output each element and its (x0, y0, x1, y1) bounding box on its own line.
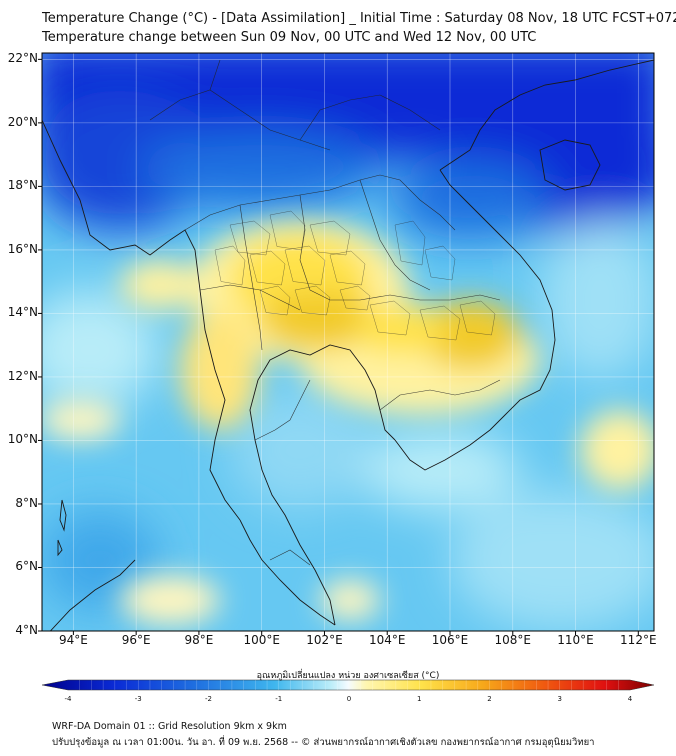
lon-label: 108°E (494, 633, 532, 647)
lat-label: 12°N (7, 368, 38, 383)
lon-label: 110°E (557, 633, 594, 647)
province-outline (394, 220, 426, 266)
colorbar-tick-label: -3 (134, 695, 142, 703)
province-outline (329, 250, 366, 286)
colorbar-title: อุณหภูมิเปลี่ยนแปลง หน่วย องศาเซลเซียส (… (256, 671, 440, 681)
province-outline (229, 220, 271, 256)
colorbar-tick-label: 2 (487, 695, 492, 703)
map-frame-border (41, 52, 655, 632)
lat-label: 14°N (7, 305, 38, 320)
chart-title: Temperature Change (°C) - [Data Assimila… (42, 11, 676, 26)
province-outline (269, 210, 306, 251)
admin-borders (149, 59, 501, 566)
colorbar-tick-label: -1 (275, 695, 283, 703)
province-outline (419, 305, 461, 341)
lon-label: 104°E (368, 633, 406, 647)
coastlines (42, 59, 654, 631)
province-outline (459, 300, 496, 336)
colorbar (41, 679, 655, 691)
colorbar-tick-label: 1 (417, 695, 422, 703)
colorbar-tick-label: -2 (205, 695, 212, 703)
province-outline (309, 220, 351, 256)
lat-label: 10°N (7, 432, 38, 447)
lon-label: 94°E (58, 633, 88, 647)
lon-label: 96°E (121, 633, 151, 647)
lat-label: 20°N (7, 114, 38, 129)
colorbar-tick-label: 3 (557, 695, 562, 703)
province-outline (214, 245, 246, 286)
colorbar-tick-label: 4 (627, 695, 633, 703)
footer-update-info: ปรับปรุงข้อมูล ณ เวลา 01:00น. วัน อา. ที… (52, 737, 595, 748)
lat-label: 16°N (7, 241, 38, 256)
footer-model-info: WRF-DA Domain 01 :: Grid Resolution 9km … (52, 721, 287, 732)
lon-label: 100°E (243, 633, 280, 647)
lon-label: 98°E (184, 633, 214, 647)
lat-label: 22°N (7, 51, 38, 66)
lon-label: 102°E (306, 633, 343, 647)
colorbar-tick-label: 0 (346, 695, 352, 703)
lat-label: 6°N (15, 559, 38, 574)
lon-label: 112°E (620, 633, 657, 647)
province-outline (339, 285, 371, 311)
chart-subtitle: Temperature change between Sun 09 Nov, 0… (42, 30, 537, 45)
province-outline (294, 285, 331, 316)
province-outline (369, 300, 411, 336)
temperature-field (42, 53, 654, 631)
colorbar-tick-label: -4 (64, 695, 72, 703)
province-outline (424, 245, 456, 281)
province-outline (284, 245, 326, 286)
lat-label: 18°N (7, 178, 38, 193)
province-outline (259, 285, 291, 316)
province-outline (249, 250, 286, 286)
lat-label: 4°N (15, 623, 38, 637)
lat-label: 8°N (15, 495, 38, 510)
lon-label: 106°E (431, 633, 469, 647)
